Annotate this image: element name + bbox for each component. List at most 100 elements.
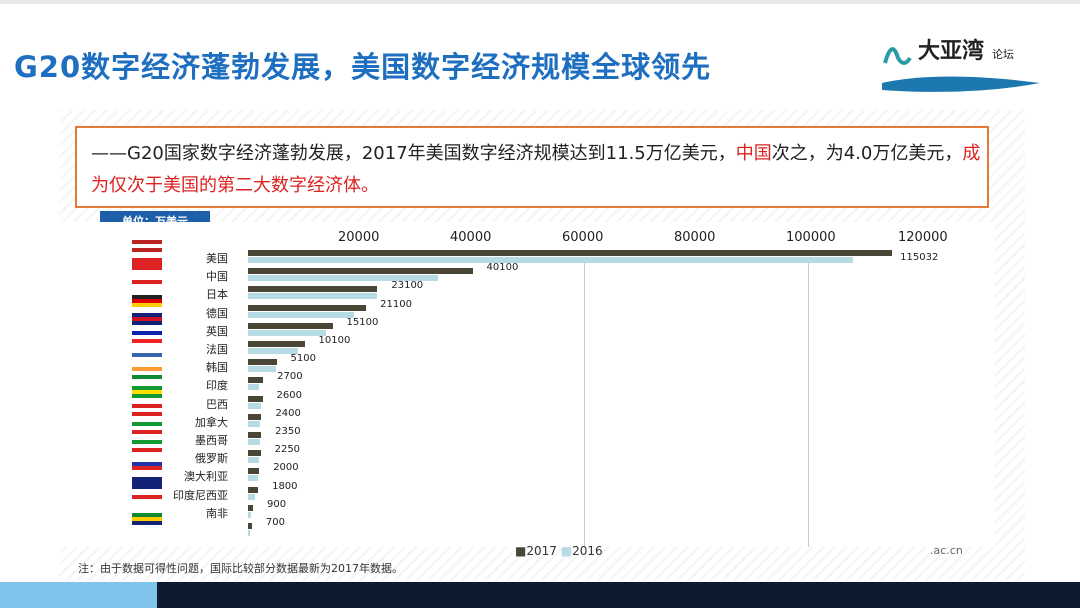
x-tick-label: 40000 — [450, 230, 492, 245]
bar-2017 — [248, 486, 259, 493]
value-label: 700 — [265, 517, 285, 528]
forum-logo: 大亚湾 论坛 — [880, 28, 1045, 98]
bar-2017 — [248, 450, 261, 457]
x-tick-label: 120000 — [898, 230, 948, 245]
bar-2017 — [248, 413, 262, 420]
country-flag-icon — [132, 367, 162, 380]
bar-2017 — [248, 359, 277, 366]
bar-chart: 20000 40000 60000 80000 100000 120000 美国 115032… — [60, 222, 995, 547]
svg-text:大亚湾: 大亚湾 — [918, 38, 984, 64]
country-flag-icon — [132, 258, 162, 271]
source-text: .ac.cn — [930, 544, 963, 557]
country-label: 英国 — [206, 324, 228, 338]
bar-2017 — [248, 395, 263, 402]
bar-2017 — [248, 377, 264, 384]
bar-2017 — [248, 523, 252, 529]
bar-2016 — [248, 384, 260, 391]
value-label: 21100 — [380, 298, 412, 310]
value-label: 1800 — [272, 480, 298, 492]
bar-2016 — [248, 475, 258, 482]
bottom-bar — [0, 582, 1080, 608]
bar-2016 — [248, 402, 261, 409]
legend-2016: 2016 — [572, 544, 603, 558]
legend-2017: 2017 — [526, 544, 557, 558]
country-label: 日本 — [206, 288, 228, 302]
bar-2016 — [248, 439, 260, 445]
top-border — [0, 0, 1080, 4]
callout-highlight-china: 中国 — [735, 143, 772, 164]
country-label: 中国 — [206, 270, 228, 284]
chart-legend: ■2017 ■2016 — [515, 544, 603, 558]
callout-highlight: 成为仅次于美国的第二大数字经济体。 — [91, 143, 981, 196]
bar-2016 — [248, 329, 327, 336]
country-label: 墨西哥 — [195, 434, 228, 447]
country-flag-icon — [132, 403, 162, 416]
bar-2017 — [248, 341, 305, 347]
bar-2016 — [248, 366, 276, 373]
country-flag-icon — [132, 276, 162, 289]
bar-2016 — [248, 311, 355, 318]
country-label: 南非 — [206, 506, 228, 520]
country-flag-icon — [132, 312, 162, 325]
country-flag-icon — [132, 440, 162, 453]
country-label: 巴西 — [206, 397, 228, 411]
x-tick-label: 100000 — [786, 230, 836, 245]
bar-2017 — [248, 304, 367, 311]
bar-2016 — [248, 511, 252, 518]
slide-title: G20数字经济蓬勃发展，美国数字经济规模全球领先 — [14, 50, 712, 84]
country-flag-icon — [132, 458, 162, 471]
bar-2016 — [248, 257, 853, 263]
value-label: 2350 — [275, 426, 301, 437]
value-label: 40100 — [486, 262, 519, 274]
value-label: 23100 — [391, 280, 424, 292]
country-flag-icon — [132, 494, 162, 507]
svg-text:论坛: 论坛 — [992, 47, 1014, 61]
bar-2017 — [248, 286, 378, 293]
bar-2017 — [248, 504, 254, 511]
footnote: 注：由于数据可得性问题，国际比较部分数据最新为2017年数据。 — [78, 562, 403, 575]
value-label: 2250 — [274, 444, 301, 456]
bar-2017 — [248, 322, 333, 329]
x-tick-label: 20000 — [338, 230, 380, 245]
country-flag-icon — [132, 385, 162, 398]
value-label: 2600 — [276, 389, 302, 401]
bar-2016 — [248, 530, 250, 536]
callout-text: 次之，为4.0万亿美元， — [771, 143, 963, 164]
bar-2017 — [248, 250, 893, 256]
gridline — [584, 262, 585, 547]
country-label: 法国 — [206, 343, 228, 356]
country-label: 韩国 — [206, 361, 228, 375]
value-label: 2000 — [273, 462, 299, 474]
bottom-accent — [0, 582, 157, 608]
bar-2017 — [248, 468, 260, 475]
country-label: 印度 — [206, 379, 228, 393]
country-flag-icon — [132, 476, 162, 489]
value-label: 5100 — [290, 353, 316, 365]
bar-2016 — [248, 457, 259, 464]
country-flag-icon — [132, 349, 162, 362]
country-label: 印度尼西亚 — [173, 488, 228, 502]
country-flag-icon — [132, 513, 162, 525]
value-label: 115032 — [900, 252, 939, 263]
value-label: 2700 — [277, 371, 303, 383]
country-label: 加拿大 — [195, 415, 228, 429]
country-label: 美国 — [206, 252, 228, 265]
bar-2017 — [248, 268, 473, 275]
bar-2016 — [248, 420, 261, 427]
bar-2016 — [248, 293, 377, 300]
value-label: 900 — [267, 498, 287, 510]
country-flag-icon — [132, 240, 162, 252]
gridline — [808, 262, 809, 547]
callout-text: ——G20国家数字经济蓬勃发展，2017年美国数字经济规模达到11.5万亿美元， — [91, 143, 736, 164]
bar-2016 — [248, 493, 256, 500]
value-label: 2400 — [275, 407, 301, 419]
bar-2016 — [248, 275, 439, 282]
country-flag-icon — [132, 422, 162, 434]
bar-2017 — [248, 432, 262, 438]
bar-2016 — [248, 348, 299, 354]
summary-callout: ——G20国家数字经济蓬勃发展，2017年美国数字经济规模达到11.5万亿美元，… — [75, 126, 989, 208]
value-label: 10100 — [318, 335, 351, 346]
x-tick-label: 80000 — [674, 230, 716, 245]
x-tick-label: 60000 — [562, 230, 604, 245]
country-flag-icon — [132, 294, 162, 307]
